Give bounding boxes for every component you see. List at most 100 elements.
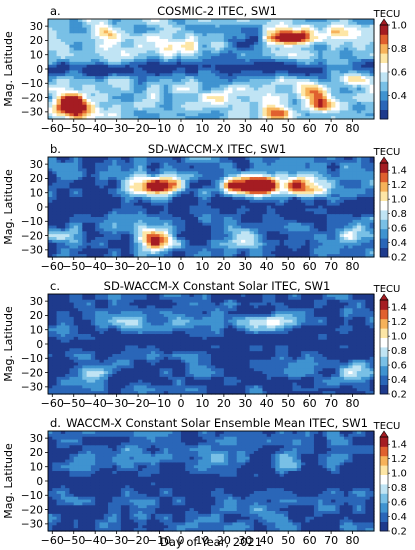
x-tick-label: −30 [105, 122, 128, 135]
x-tick-label: 50 [281, 397, 295, 410]
y-tick-label: 0 [36, 202, 43, 214]
panel-title: SD-WACCM-X ITEC, SW1 [148, 142, 286, 156]
y-tick-label: 10 [30, 462, 43, 474]
y-tick-label: 30 [30, 159, 43, 171]
x-tick-label: 80 [346, 397, 360, 410]
x-tick-label: 0 [177, 534, 184, 547]
y-tick-label: 30 [30, 21, 43, 33]
x-tick-label: 60 [303, 260, 317, 273]
x-tick-label: −40 [84, 397, 107, 410]
colorbar-tick-label: 0.8 [391, 44, 407, 55]
x-tick-label: −50 [62, 534, 85, 547]
colorbar-tick-label: 0.8 [391, 209, 407, 220]
x-tick-label: 40 [260, 260, 274, 273]
x-tick-label: 10 [195, 534, 209, 547]
panel-1: −60−50−40−30−20−10 0 10 20 30 40 50 60 70 80−30−2… [2, 4, 407, 135]
x-tick-label: 20 [217, 397, 231, 410]
colorbar-tick-label: 1.0 [391, 21, 407, 32]
x-tick-label: 50 [281, 122, 295, 135]
colorbar-tick-label: 0.4 [391, 512, 407, 523]
x-tick-label: −10 [148, 122, 171, 135]
x-tick-label: 30 [238, 534, 252, 547]
colorbar-tick-label: 1.2 [391, 454, 407, 465]
y-tick-label: 0 [36, 64, 43, 76]
y-tick-label: −30 [21, 519, 43, 531]
colorbar-tick-label: 0.2 [391, 390, 407, 401]
heatmap-field [48, 19, 375, 120]
x-tick-label: 30 [238, 397, 252, 410]
x-tick-label: 0 [177, 397, 184, 410]
y-tick-label: −30 [21, 107, 43, 119]
x-tick-label: 30 [238, 122, 252, 135]
colorbar-tick-label: 1.0 [391, 332, 407, 343]
x-tick-label: −60 [41, 534, 64, 547]
colorbar-tick-label: 1.0 [391, 195, 407, 206]
y-tick-label: 20 [30, 310, 43, 322]
panel-label: c. [50, 279, 60, 293]
x-tick-label: 80 [346, 534, 360, 547]
heatmap-field [48, 157, 375, 258]
panel-label: b. [50, 142, 61, 156]
x-tick-label: −40 [84, 534, 107, 547]
y-tick-label: −10 [21, 216, 43, 228]
y-tick-label: 10 [30, 50, 43, 62]
heatmap-field [48, 294, 375, 395]
x-tick-label: −20 [126, 534, 149, 547]
x-tick-label: 70 [324, 534, 338, 547]
y-tick-label: −30 [21, 245, 43, 257]
x-tick-label: 60 [303, 534, 317, 547]
colorbar-tick-label: 0.6 [391, 68, 407, 79]
panel-label: a. [50, 4, 61, 18]
y-tick-label: −10 [21, 78, 43, 90]
panel-label: d. [50, 416, 61, 430]
panel-3: −60−50−40−30−20−10 0 10 20 30 40 50 60 70 80−30−2… [2, 279, 407, 410]
panel-2: −60−50−40−30−20−10 0 10 20 30 40 50 60 70 80−30−2… [2, 142, 407, 273]
x-tick-label: −60 [41, 260, 64, 273]
colorbar-tick-label: 1.4 [391, 303, 407, 314]
x-tick-label: 60 [303, 397, 317, 410]
x-tick-label: 0 [177, 260, 184, 273]
x-tick-label: 40 [260, 122, 274, 135]
heatmap-field [48, 431, 375, 532]
y-tick-label: 20 [30, 35, 43, 47]
y-axis-label: Mag. Latitude [2, 31, 15, 107]
colorbar-tick-label: 0.6 [391, 498, 407, 509]
x-tick-label: 50 [281, 534, 295, 547]
y-axis-label: Mag. Latitude [2, 443, 15, 519]
x-tick-label: 30 [238, 260, 252, 273]
x-tick-label: −50 [62, 260, 85, 273]
panel-title: SD-WACCM-X Constant Solar ITEC, SW1 [104, 279, 331, 293]
colorbar-tick-label: 0.2 [391, 253, 407, 264]
colorbar-tick-label: 1.2 [391, 317, 407, 328]
colorbar-tick-label: 0.4 [391, 91, 407, 102]
x-tick-label: −10 [148, 397, 171, 410]
y-tick-label: −10 [21, 353, 43, 365]
x-tick-label: −20 [126, 397, 149, 410]
x-tick-label: 40 [260, 534, 274, 547]
x-tick-label: −50 [62, 122, 85, 135]
y-tick-label: 30 [30, 296, 43, 308]
x-tick-label: 10 [195, 260, 209, 273]
x-tick-label: −10 [148, 534, 171, 547]
x-tick-label: −30 [105, 534, 128, 547]
colorbar-unit: TECU [373, 284, 401, 295]
y-tick-label: 0 [36, 476, 43, 488]
x-tick-label: −20 [126, 260, 149, 273]
x-tick-label: 80 [346, 260, 360, 273]
x-axis-label: Day of Year, 2021 [160, 535, 262, 549]
y-tick-label: 0 [36, 339, 43, 351]
y-axis-label: Mag. Latitude [2, 306, 15, 382]
y-tick-label: 30 [30, 433, 43, 445]
y-tick-label: 20 [30, 447, 43, 459]
colorbar-unit: TECU [373, 147, 401, 158]
x-tick-label: 60 [303, 122, 317, 135]
y-tick-label: 10 [30, 325, 43, 337]
colorbar-tick-label: 1.4 [391, 166, 407, 177]
x-tick-label: 20 [217, 260, 231, 273]
panel-4: −60−50−40−30−20−10 0 10 20 30 40 50 60 70 80−30−2… [2, 416, 407, 547]
colorbar-tick-label: 0.8 [391, 483, 407, 494]
x-tick-label: 10 [195, 397, 209, 410]
y-tick-label: −20 [21, 504, 43, 516]
x-tick-label: 10 [195, 122, 209, 135]
